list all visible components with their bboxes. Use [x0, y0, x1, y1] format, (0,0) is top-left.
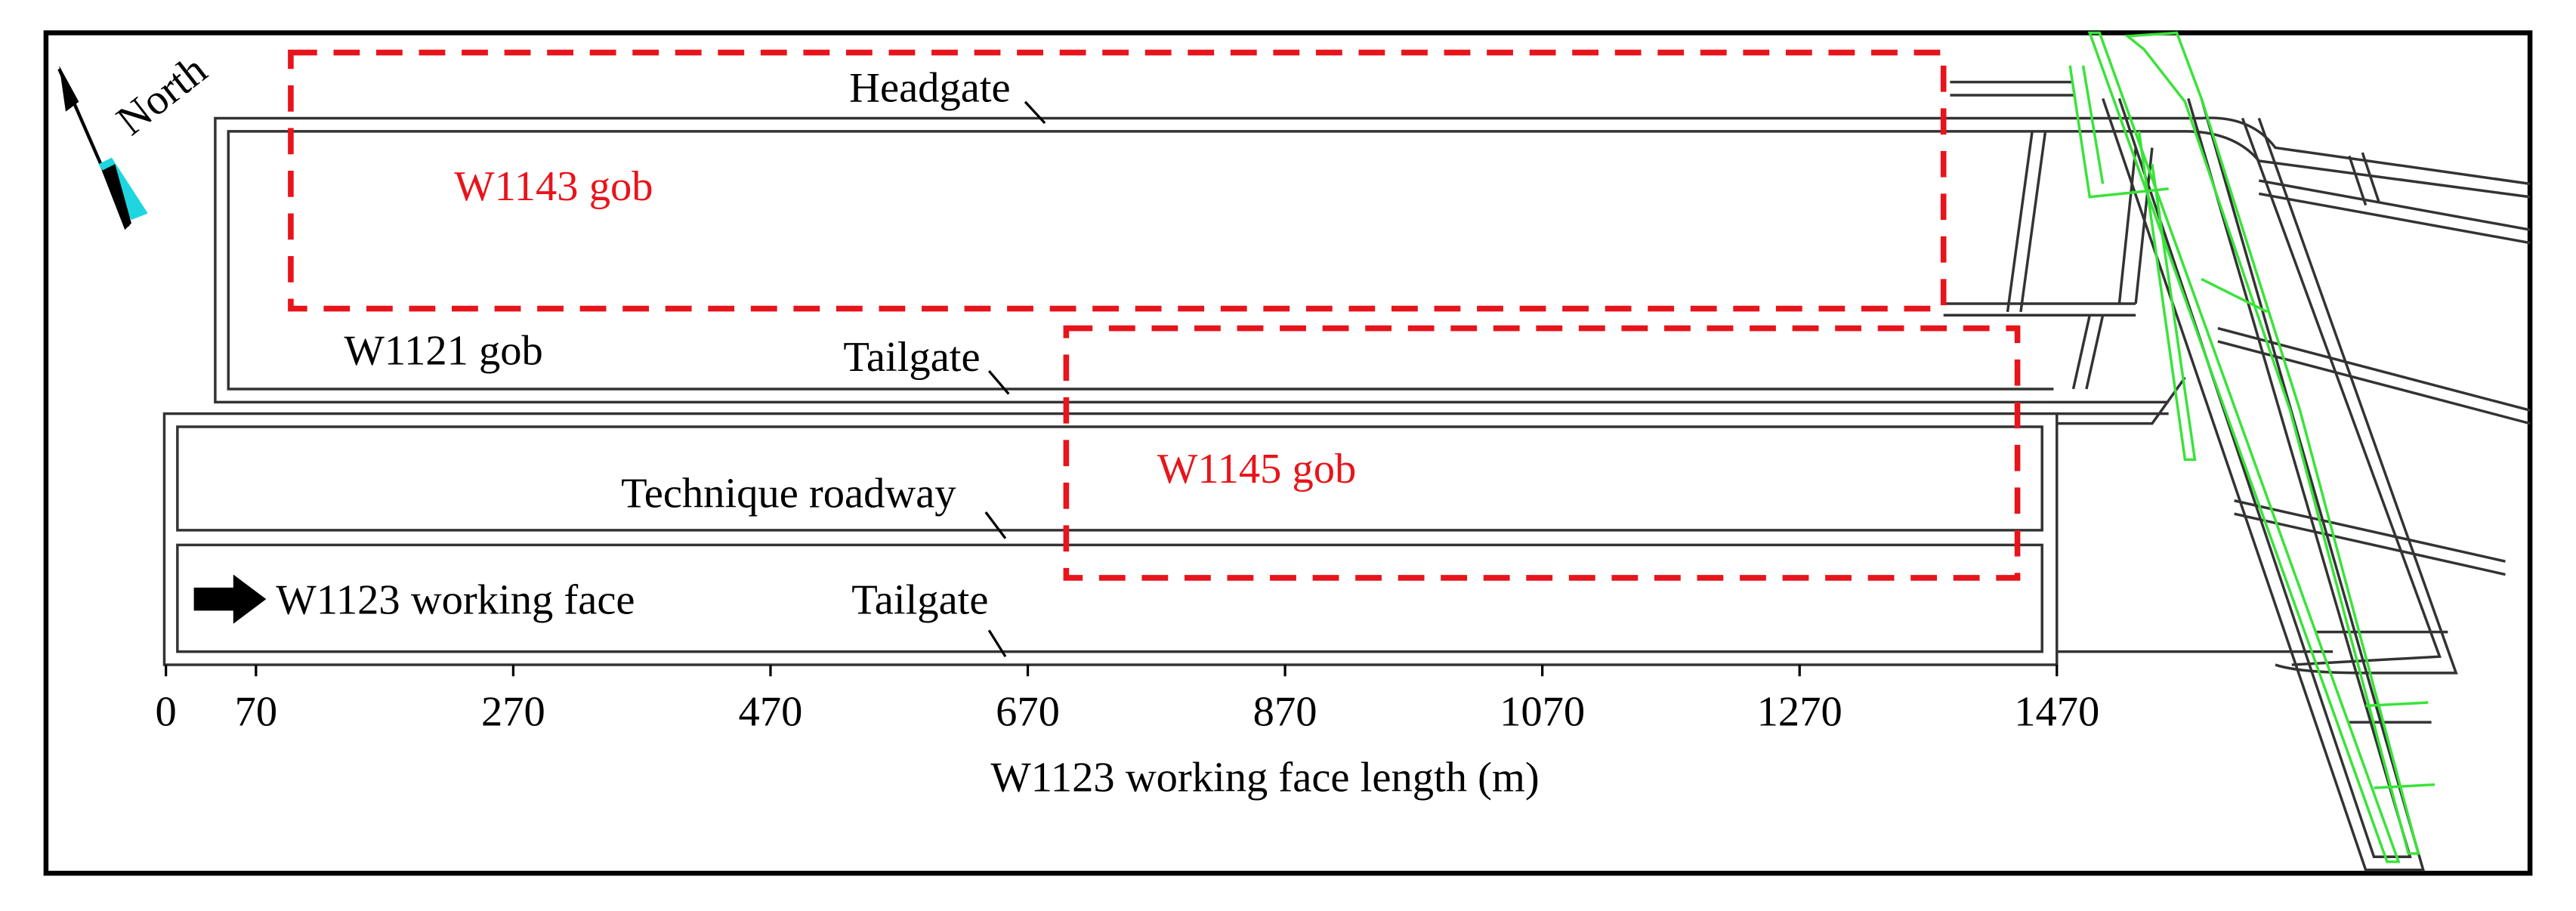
tick-label: 670	[996, 688, 1060, 735]
headgate-label: Headgate	[849, 65, 1010, 112]
tick-label: 870	[1253, 688, 1317, 735]
roadway-label: Technique roadway	[621, 470, 956, 517]
tick-label: 0	[156, 688, 177, 735]
gob-label: W1121 gob	[344, 327, 543, 374]
tick-label: 270	[481, 688, 545, 735]
w1143-gob-outline	[288, 49, 1947, 312]
working-face-label: W1123 working face	[276, 577, 635, 624]
north-label: North	[108, 46, 215, 144]
gob-label: W1143 gob	[454, 163, 653, 210]
tailgate-label: Tailgate	[851, 577, 988, 624]
green-roadways	[2068, 31, 2435, 863]
gob-label: W1145 gob	[1157, 446, 1356, 493]
direction-arrow	[193, 574, 267, 624]
roadways	[162, 80, 2531, 872]
frame	[43, 30, 2533, 876]
w1145-gob-outline	[1063, 325, 2021, 581]
axis: 0 70 270 470 670 870 1070 1270 1470	[156, 665, 2099, 735]
tick-label: 470	[739, 688, 803, 735]
axis-label: W1123 working face length (m)	[990, 754, 1539, 801]
leaders	[984, 100, 1046, 658]
tick-label: 1470	[2014, 688, 2099, 735]
tick-label: 1070	[1500, 688, 1585, 735]
tailgate-label: Tailgate	[843, 334, 980, 381]
north-arrow: North	[57, 46, 215, 230]
tick-label: 70	[235, 688, 278, 735]
tick-label: 1270	[1757, 688, 1842, 735]
